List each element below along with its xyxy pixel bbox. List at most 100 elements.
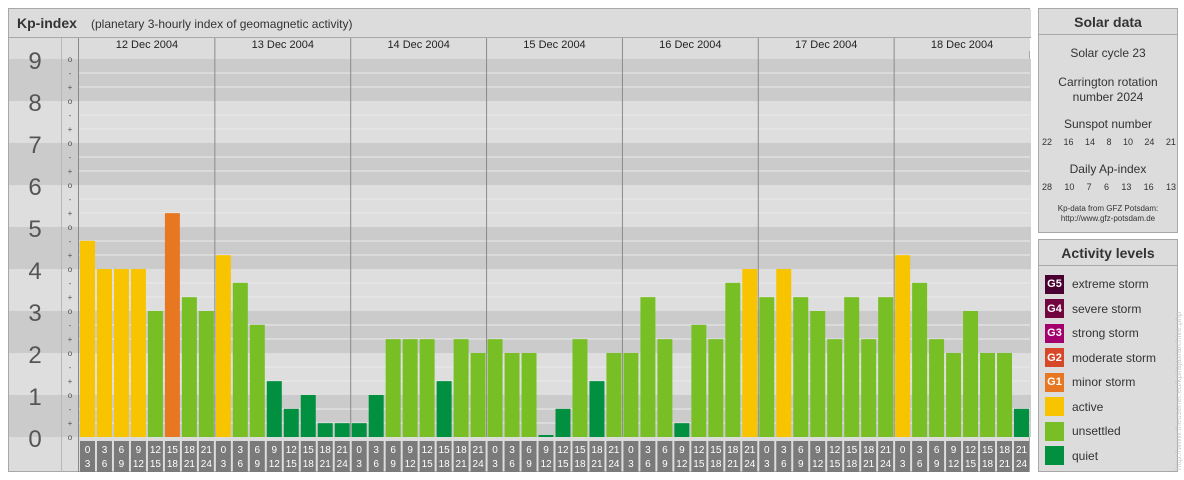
kp-bar	[946, 353, 962, 437]
interval-end-label: 6	[102, 459, 108, 470]
kp-bar	[827, 339, 843, 437]
legend-swatch: G2	[1045, 348, 1064, 367]
interval-end-label: 18	[439, 459, 451, 470]
interval-end-label: 24	[880, 459, 892, 470]
legend-item: quiet	[1045, 446, 1098, 466]
kp-sub-label: -	[69, 195, 72, 204]
kp-bar	[708, 339, 724, 437]
interval-start-label: 3	[373, 445, 379, 456]
kp-bar	[249, 324, 265, 437]
kp-bar	[96, 269, 112, 437]
interval-cell	[623, 441, 639, 472]
interval-start-label: 12	[150, 445, 162, 456]
kp-axis-label: 9	[28, 48, 41, 75]
interval-end-label: 21	[184, 459, 196, 470]
kp-axis-label: 2	[28, 342, 41, 369]
interval-end-label: 18	[167, 459, 179, 470]
interval-start-label: 15	[710, 445, 722, 456]
interval-start-label: 18	[727, 445, 739, 456]
legend-label: severe storm	[1072, 301, 1142, 316]
sunspot-values: 22 16 14 8 10 24 21	[1042, 137, 1176, 147]
legend-swatch: G3	[1045, 323, 1064, 343]
kp-axis-label: 0	[28, 426, 41, 453]
kp-bar	[657, 339, 673, 437]
interval-end-label: 21	[591, 459, 603, 470]
interval-cell	[538, 441, 554, 472]
kp-bar	[623, 353, 639, 437]
kp-sub-label: -	[69, 69, 72, 78]
kp-sub-label: o	[68, 97, 73, 106]
kp-sub-label: +	[68, 251, 73, 260]
interval-end-label: 15	[150, 459, 162, 470]
kp-band	[9, 101, 1031, 143]
interval-end-label: 3	[900, 459, 906, 470]
kp-bar	[963, 311, 979, 437]
interval-end-label: 6	[373, 459, 379, 470]
interval-start-label: 15	[439, 445, 451, 456]
interval-start-label: 3	[238, 445, 244, 456]
interval-end-label: 6	[238, 459, 244, 470]
kp-bar	[844, 297, 860, 437]
kp-bar	[317, 423, 333, 437]
kp-bar	[725, 282, 741, 437]
interval-end-label: 18	[710, 459, 722, 470]
legend-swatch: G1	[1045, 372, 1064, 392]
kp-sub-label: +	[68, 209, 73, 218]
interval-end-label: 9	[526, 459, 532, 470]
interval-cell	[810, 441, 826, 472]
carrington-line2: number 2024	[1072, 90, 1144, 104]
interval-start-label: 12	[422, 445, 434, 456]
interval-end-label: 9	[662, 459, 668, 470]
kp-bar	[181, 297, 197, 437]
ap-value: 13	[1121, 182, 1132, 192]
interval-start-label: 15	[982, 445, 994, 456]
legend-item: G1 minor storm	[1045, 372, 1135, 392]
legend-label: active	[1072, 399, 1104, 414]
interval-end-label: 9	[255, 459, 261, 470]
ap-label: Daily Ap-index	[1069, 162, 1147, 176]
legend-swatch	[1045, 421, 1064, 441]
interval-end-label: 12	[540, 459, 552, 470]
interval-end-label: 15	[829, 459, 841, 470]
interval-cell	[674, 441, 690, 472]
interval-cell	[1014, 441, 1029, 472]
sunspot-value: 24	[1144, 137, 1155, 147]
interval-cell	[521, 441, 537, 472]
kp-bar	[266, 381, 282, 437]
legend-label: minor storm	[1072, 375, 1136, 389]
solar-data-panel: Solar data Solar cycle 23 Carrington rot…	[1038, 8, 1178, 233]
day-label: 13 Dec 2004	[252, 39, 314, 51]
interval-start-label: 18	[591, 445, 603, 456]
sunspot-value: 8	[1106, 137, 1112, 147]
source-line1: Kp-data from GFZ Potsdam:	[1057, 204, 1159, 213]
interval-cell	[878, 441, 894, 472]
interval-start-label: 3	[645, 445, 651, 456]
kp-sub-label: +	[68, 419, 73, 428]
interval-end-label: 18	[982, 459, 994, 470]
interval-start-label: 0	[764, 445, 770, 456]
kp-bar	[402, 339, 418, 437]
ap-values: 28 10 7 6 13 16 13	[1042, 182, 1176, 192]
interval-end-label: 21	[456, 459, 468, 470]
legend-item: G2 moderate storm	[1045, 348, 1156, 368]
interval-end-label: 12	[812, 459, 824, 470]
kp-sub-label: -	[69, 237, 72, 246]
interval-end-label: 12	[269, 459, 281, 470]
kp-sub-label: -	[69, 111, 72, 120]
kp-sub-label: -	[69, 153, 72, 162]
interval-cell	[80, 441, 95, 472]
interval-start-label: 21	[608, 445, 620, 456]
interval-cell	[385, 441, 401, 472]
interval-cell	[232, 441, 248, 472]
kp-bar	[793, 297, 809, 437]
interval-end-label: 18	[574, 459, 586, 470]
kp-bar	[113, 269, 129, 437]
interval-cell	[249, 441, 265, 472]
interval-start-label: 12	[557, 445, 569, 456]
kp-bar	[453, 339, 469, 437]
sunspot-value: 14	[1084, 137, 1095, 147]
kp-bar	[487, 339, 503, 437]
interval-end-label: 15	[557, 459, 569, 470]
interval-start-label: 21	[201, 445, 213, 456]
watermark-url: http://www.theusenet.eu/kpi/ajax/archive…	[1174, 311, 1183, 470]
